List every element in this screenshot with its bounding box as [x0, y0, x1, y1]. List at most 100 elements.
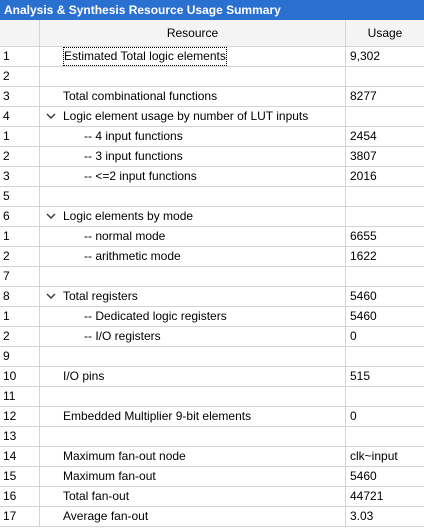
resource-label: Logic element usage by number of LUT inp…: [63, 109, 309, 123]
usage-column-header[interactable]: Usage: [367, 26, 403, 40]
table-row[interactable]: 10 I/O pins 515: [0, 367, 424, 387]
usage-cell[interactable]: clk~input: [350, 449, 398, 463]
usage-cell[interactable]: 2454: [350, 129, 377, 143]
row-index: 2: [0, 147, 40, 166]
usage-cell[interactable]: 9,302: [350, 49, 381, 63]
table-row[interactable]: 17 Average fan-out 3.03: [0, 507, 424, 527]
table-row[interactable]: 8 Total registers 5460: [0, 287, 424, 307]
usage-cell[interactable]: 3807: [350, 149, 377, 163]
resource-cell[interactable]: [40, 67, 346, 86]
resource-cell[interactable]: Total fan-out: [40, 487, 346, 506]
row-index: 7: [0, 267, 40, 286]
resource-cell[interactable]: Total registers: [40, 287, 346, 306]
resource-cell[interactable]: Embedded Multiplier 9-bit elements: [40, 407, 346, 426]
usage-cell[interactable]: 515: [350, 369, 371, 383]
resource-label: Logic elements by mode: [63, 209, 194, 223]
window-title: Analysis & Synthesis Resource Usage Summ…: [0, 0, 424, 20]
table-row[interactable]: 11: [0, 387, 424, 407]
table-row[interactable]: 1 -- 4 input functions 2454: [0, 127, 424, 147]
table-body: 1 Estimated Total logic elements 9,302 2 3 To…: [0, 47, 424, 527]
resource-cell[interactable]: -- Dedicated logic registers: [40, 307, 346, 326]
table-row[interactable]: 9: [0, 347, 424, 367]
resource-cell[interactable]: -- <=2 input functions: [40, 167, 346, 186]
row-index: 3: [0, 167, 40, 186]
row-index: 1: [0, 47, 40, 66]
resource-cell[interactable]: Maximum fan-out: [40, 467, 346, 486]
resource-cell[interactable]: Maximum fan-out node: [40, 447, 346, 466]
resource-cell[interactable]: -- 3 input functions: [40, 147, 346, 166]
resource-label: I/O pins: [63, 369, 105, 383]
usage-cell[interactable]: [346, 267, 424, 286]
usage-cell[interactable]: [346, 67, 424, 86]
resource-label: -- 4 input functions: [84, 129, 183, 143]
resource-label: Total registers: [63, 289, 138, 303]
resource-column-header[interactable]: Resource: [40, 20, 346, 46]
row-index: 6: [0, 207, 40, 226]
resource-cell[interactable]: [40, 347, 346, 366]
usage-cell[interactable]: 1622: [350, 249, 377, 263]
usage-cell[interactable]: [346, 347, 424, 366]
usage-cell[interactable]: 2016: [350, 169, 377, 183]
resource-cell[interactable]: Logic elements by mode: [40, 207, 346, 226]
usage-cell[interactable]: 0: [350, 409, 357, 423]
table-row[interactable]: 3 -- <=2 input functions 2016: [0, 167, 424, 187]
table-row[interactable]: 1 Estimated Total logic elements 9,302: [0, 47, 424, 67]
usage-cell[interactable]: 44721: [350, 489, 384, 503]
resource-cell[interactable]: Total combinational functions: [40, 87, 346, 106]
index-column-header: [0, 20, 40, 46]
resource-cell[interactable]: Average fan-out: [40, 507, 346, 526]
usage-cell[interactable]: 8277: [350, 89, 377, 103]
row-index: 14: [0, 447, 40, 466]
usage-cell[interactable]: 5460: [350, 289, 377, 303]
table-row[interactable]: 2 -- I/O registers 0: [0, 327, 424, 347]
row-index: 12: [0, 407, 40, 426]
resource-cell[interactable]: -- I/O registers: [40, 327, 346, 346]
resource-cell[interactable]: Estimated Total logic elements: [40, 47, 346, 66]
resource-cell[interactable]: -- arithmetic mode: [40, 247, 346, 266]
table-row[interactable]: 1 -- Dedicated logic registers 5460: [0, 307, 424, 327]
resource-usage-table: Resource Usage 1 Estimated Total logic el…: [0, 20, 424, 527]
table-row[interactable]: 14 Maximum fan-out node clk~input: [0, 447, 424, 467]
usage-cell[interactable]: [346, 207, 424, 226]
table-row[interactable]: 1 -- normal mode 6655: [0, 227, 424, 247]
resource-cell[interactable]: -- normal mode: [40, 227, 346, 246]
table-row[interactable]: 2: [0, 67, 424, 87]
resource-cell[interactable]: -- 4 input functions: [40, 127, 346, 146]
chevron-down-icon[interactable]: [44, 107, 58, 126]
table-row[interactable]: 2 -- 3 input functions 3807: [0, 147, 424, 167]
table-row[interactable]: 13: [0, 427, 424, 447]
row-index: 2: [0, 67, 40, 86]
table-row[interactable]: 16 Total fan-out 44721: [0, 487, 424, 507]
resource-cell[interactable]: [40, 387, 346, 406]
table-row[interactable]: 15 Maximum fan-out 5460: [0, 467, 424, 487]
table-row[interactable]: 6 Logic elements by mode: [0, 207, 424, 227]
table-row[interactable]: 5: [0, 187, 424, 207]
resource-cell[interactable]: I/O pins: [40, 367, 346, 386]
usage-cell[interactable]: [346, 187, 424, 206]
table-row[interactable]: 7: [0, 267, 424, 287]
resource-label: Maximum fan-out: [63, 469, 156, 483]
usage-cell[interactable]: 6655: [350, 229, 377, 243]
row-index: 5: [0, 187, 40, 206]
chevron-down-icon[interactable]: [44, 287, 58, 306]
row-index: 17: [0, 507, 40, 526]
resource-cell[interactable]: [40, 187, 346, 206]
table-row[interactable]: 12 Embedded Multiplier 9-bit elements 0: [0, 407, 424, 427]
usage-cell[interactable]: 3.03: [350, 509, 374, 523]
usage-cell[interactable]: 5460: [350, 469, 377, 483]
table-row[interactable]: 2 -- arithmetic mode 1622: [0, 247, 424, 267]
chevron-down-icon[interactable]: [44, 207, 58, 226]
row-index: 1: [0, 307, 40, 326]
row-index: 16: [0, 487, 40, 506]
resource-cell[interactable]: [40, 427, 346, 446]
usage-cell[interactable]: 0: [350, 329, 357, 343]
row-index: 1: [0, 227, 40, 246]
usage-cell[interactable]: [346, 107, 424, 126]
table-row[interactable]: 3 Total combinational functions 8277: [0, 87, 424, 107]
table-row[interactable]: 4 Logic element usage by number of LUT in…: [0, 107, 424, 127]
usage-cell[interactable]: [346, 427, 424, 446]
usage-cell[interactable]: 5460: [350, 309, 377, 323]
resource-cell[interactable]: [40, 267, 346, 286]
usage-cell[interactable]: [346, 387, 424, 406]
resource-cell[interactable]: Logic element usage by number of LUT inp…: [40, 107, 346, 126]
